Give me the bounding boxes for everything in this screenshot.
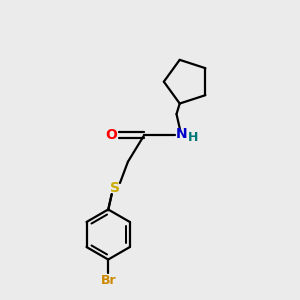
Text: N: N [176, 127, 187, 141]
Text: O: O [105, 128, 117, 142]
Text: Br: Br [100, 274, 116, 287]
Text: S: S [110, 181, 120, 195]
Text: H: H [188, 131, 199, 144]
